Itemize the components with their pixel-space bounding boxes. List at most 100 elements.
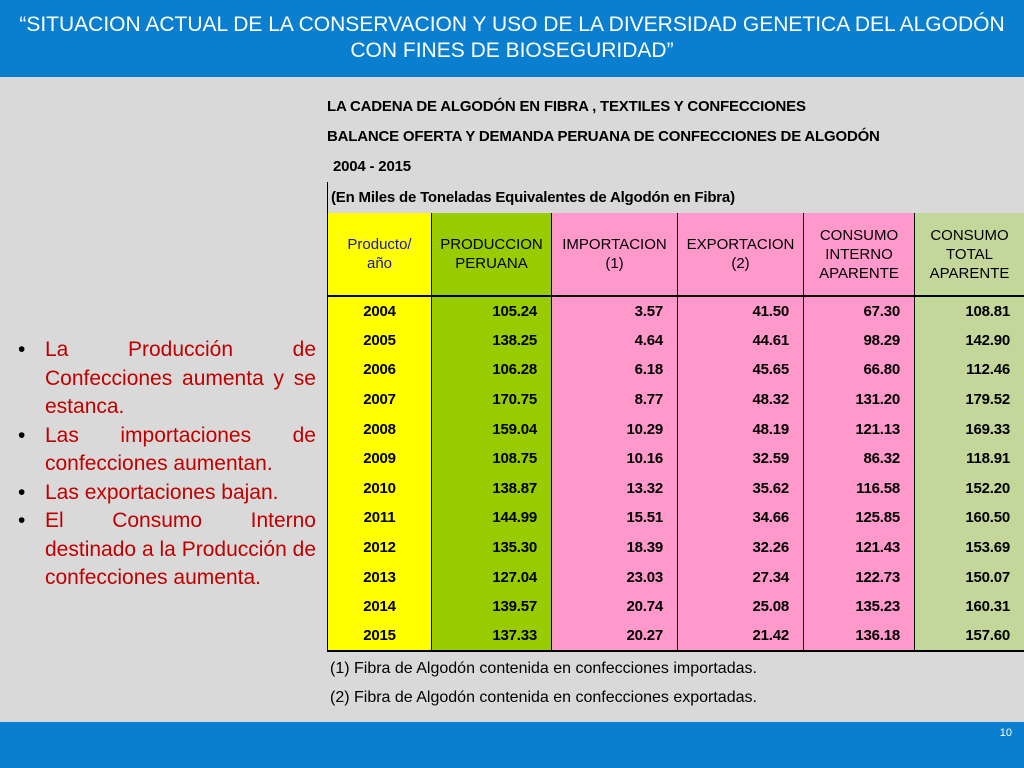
cell-year: 2014	[327, 591, 432, 622]
header-year: Producto/ año	[327, 213, 432, 297]
cell-consumo-total: 150.07	[914, 562, 1024, 592]
cell-exportacion: 35.62	[677, 473, 804, 504]
cell-year: 2015	[327, 621, 432, 653]
cell-consumo-total: 169.33	[914, 414, 1024, 444]
header-importacion: IMPORTACION (1)	[551, 213, 678, 297]
cell-importacion: 3.57	[551, 296, 678, 326]
table-row: 2004 105.24 3.57 41.50 67.30 108.81	[327, 296, 1024, 326]
cell-importacion: 23.03	[551, 562, 678, 592]
balance-table-block: LA CADENA DE ALGODÓN EN FIBRA , TEXTILES…	[327, 92, 1024, 712]
slide-title-line-2: CON FINES DE BIOSEGURIDAD”	[350, 39, 674, 62]
bullet-item: La Producción de Confecciones aumenta y …	[14, 336, 316, 422]
cell-year: 2005	[327, 325, 432, 356]
cell-consumo-interno: 67.30	[803, 296, 915, 326]
table-row: 2012 135.30 18.39 32.26 121.43 153.69	[327, 532, 1024, 563]
balance-table: Producto/ año PRODUCCION PERUANA IMPORTA…	[327, 213, 1024, 653]
cell-importacion: 10.29	[551, 414, 678, 444]
cell-importacion: 8.77	[551, 384, 678, 415]
cell-year: 2004	[327, 296, 432, 326]
cell-consumo-total: 153.69	[914, 532, 1024, 563]
cell-importacion: 20.74	[551, 591, 678, 622]
table-note-1: (1) Fibra de Algodón contenida en confec…	[330, 660, 757, 678]
cell-importacion: 10.16	[551, 443, 678, 474]
cell-produccion: 139.57	[431, 591, 552, 622]
table-units: (En Miles de Toneladas Equivalentes de A…	[327, 182, 1024, 213]
bullet-item: Las importaciones de confecciones aument…	[14, 422, 316, 479]
bullet-item: El Consumo Interno destinado a la Produc…	[14, 507, 316, 593]
cell-produccion: 105.24	[431, 296, 552, 326]
cell-consumo-interno: 86.32	[803, 443, 915, 474]
cell-importacion: 15.51	[551, 503, 678, 533]
cell-consumo-interno: 135.23	[803, 591, 915, 622]
cell-importacion: 20.27	[551, 621, 678, 653]
cell-consumo-interno: 131.20	[803, 384, 915, 415]
cell-produccion: 138.25	[431, 325, 552, 356]
table-row: 2011 144.99 15.51 34.66 125.85 160.50	[327, 503, 1024, 533]
header-consumo-total: CONSUMO TOTAL APARENTE	[914, 213, 1024, 297]
cell-consumo-interno: 121.13	[803, 414, 915, 444]
table-row: 2008 159.04 10.29 48.19 121.13 169.33	[327, 414, 1024, 444]
cell-consumo-total: 108.81	[914, 296, 1024, 326]
cell-consumo-total: 157.60	[914, 621, 1024, 653]
slide-title-line-1: “SITUACION ACTUAL DE LA CONSERVACION Y U…	[19, 13, 1005, 36]
cell-exportacion: 27.34	[677, 562, 804, 592]
cell-consumo-total: 160.50	[914, 503, 1024, 533]
cell-exportacion: 45.65	[677, 355, 804, 385]
cell-exportacion: 48.32	[677, 384, 804, 415]
cell-consumo-interno: 66.80	[803, 355, 915, 385]
cell-importacion: 4.64	[551, 325, 678, 356]
cell-year: 2013	[327, 562, 432, 592]
cell-consumo-interno: 125.85	[803, 503, 915, 533]
table-row: 2010 138.87 13.32 35.62 116.58 152.20	[327, 473, 1024, 504]
cell-importacion: 6.18	[551, 355, 678, 385]
header-exportacion: EXPORTACION (2)	[677, 213, 804, 297]
cell-consumo-total: 142.90	[914, 325, 1024, 356]
slide-footer: 10	[0, 722, 1024, 768]
cell-consumo-total: 179.52	[914, 384, 1024, 415]
cell-produccion: 138.87	[431, 473, 552, 504]
table-row: 2014 139.57 20.74 25.08 135.23 160.31	[327, 591, 1024, 622]
cell-consumo-total: 152.20	[914, 473, 1024, 504]
cell-exportacion: 48.19	[677, 414, 804, 444]
cell-year: 2008	[327, 414, 432, 444]
cell-exportacion: 25.08	[677, 591, 804, 622]
cell-produccion: 135.30	[431, 532, 552, 563]
table-row: 2013 127.04 23.03 27.34 122.73 150.07	[327, 562, 1024, 592]
table-row: 2005 138.25 4.64 44.61 98.29 142.90	[327, 325, 1024, 356]
cell-year: 2007	[327, 384, 432, 415]
table-row: 2009 108.75 10.16 32.59 86.32 118.91	[327, 443, 1024, 474]
cell-year: 2011	[327, 503, 432, 533]
cell-consumo-interno: 136.18	[803, 621, 915, 653]
cell-year: 2010	[327, 473, 432, 504]
cell-exportacion: 32.26	[677, 532, 804, 563]
cell-consumo-interno: 122.73	[803, 562, 915, 592]
cell-produccion: 106.28	[431, 355, 552, 385]
cell-exportacion: 32.59	[677, 443, 804, 474]
table-period: 2004 - 2015	[333, 158, 411, 175]
cell-exportacion: 34.66	[677, 503, 804, 533]
table-header-row: Producto/ año PRODUCCION PERUANA IMPORTA…	[327, 213, 1024, 297]
table-title-1: LA CADENA DE ALGODÓN EN FIBRA , TEXTILES…	[327, 98, 806, 115]
cell-produccion: 108.75	[431, 443, 552, 474]
cell-exportacion: 21.42	[677, 621, 804, 653]
table-title-2: BALANCE OFERTA Y DEMANDA PERUANA DE CONF…	[327, 128, 880, 145]
cell-produccion: 144.99	[431, 503, 552, 533]
cell-year: 2009	[327, 443, 432, 474]
table-note-2: (2) Fibra de Algodón contenida en confec…	[330, 689, 757, 707]
bullet-item: Las exportaciones bajan.	[14, 479, 316, 508]
cell-importacion: 13.32	[551, 473, 678, 504]
cell-consumo-total: 160.31	[914, 591, 1024, 622]
header-consumo-interno: CONSUMO INTERNO APARENTE	[803, 213, 915, 297]
cell-produccion: 137.33	[431, 621, 552, 653]
cell-consumo-total: 118.91	[914, 443, 1024, 474]
cell-consumo-interno: 121.43	[803, 532, 915, 563]
cell-importacion: 18.39	[551, 532, 678, 563]
bullet-list: La Producción de Confecciones aumenta y …	[14, 336, 316, 593]
header-produccion: PRODUCCION PERUANA	[431, 213, 552, 297]
cell-produccion: 127.04	[431, 562, 552, 592]
cell-consumo-interno: 98.29	[803, 325, 915, 356]
cell-exportacion: 44.61	[677, 325, 804, 356]
slide-title: “SITUACION ACTUAL DE LA CONSERVACION Y U…	[0, 0, 1024, 77]
cell-produccion: 170.75	[431, 384, 552, 415]
table-row: 2015 137.33 20.27 21.42 136.18 157.60	[327, 621, 1024, 653]
